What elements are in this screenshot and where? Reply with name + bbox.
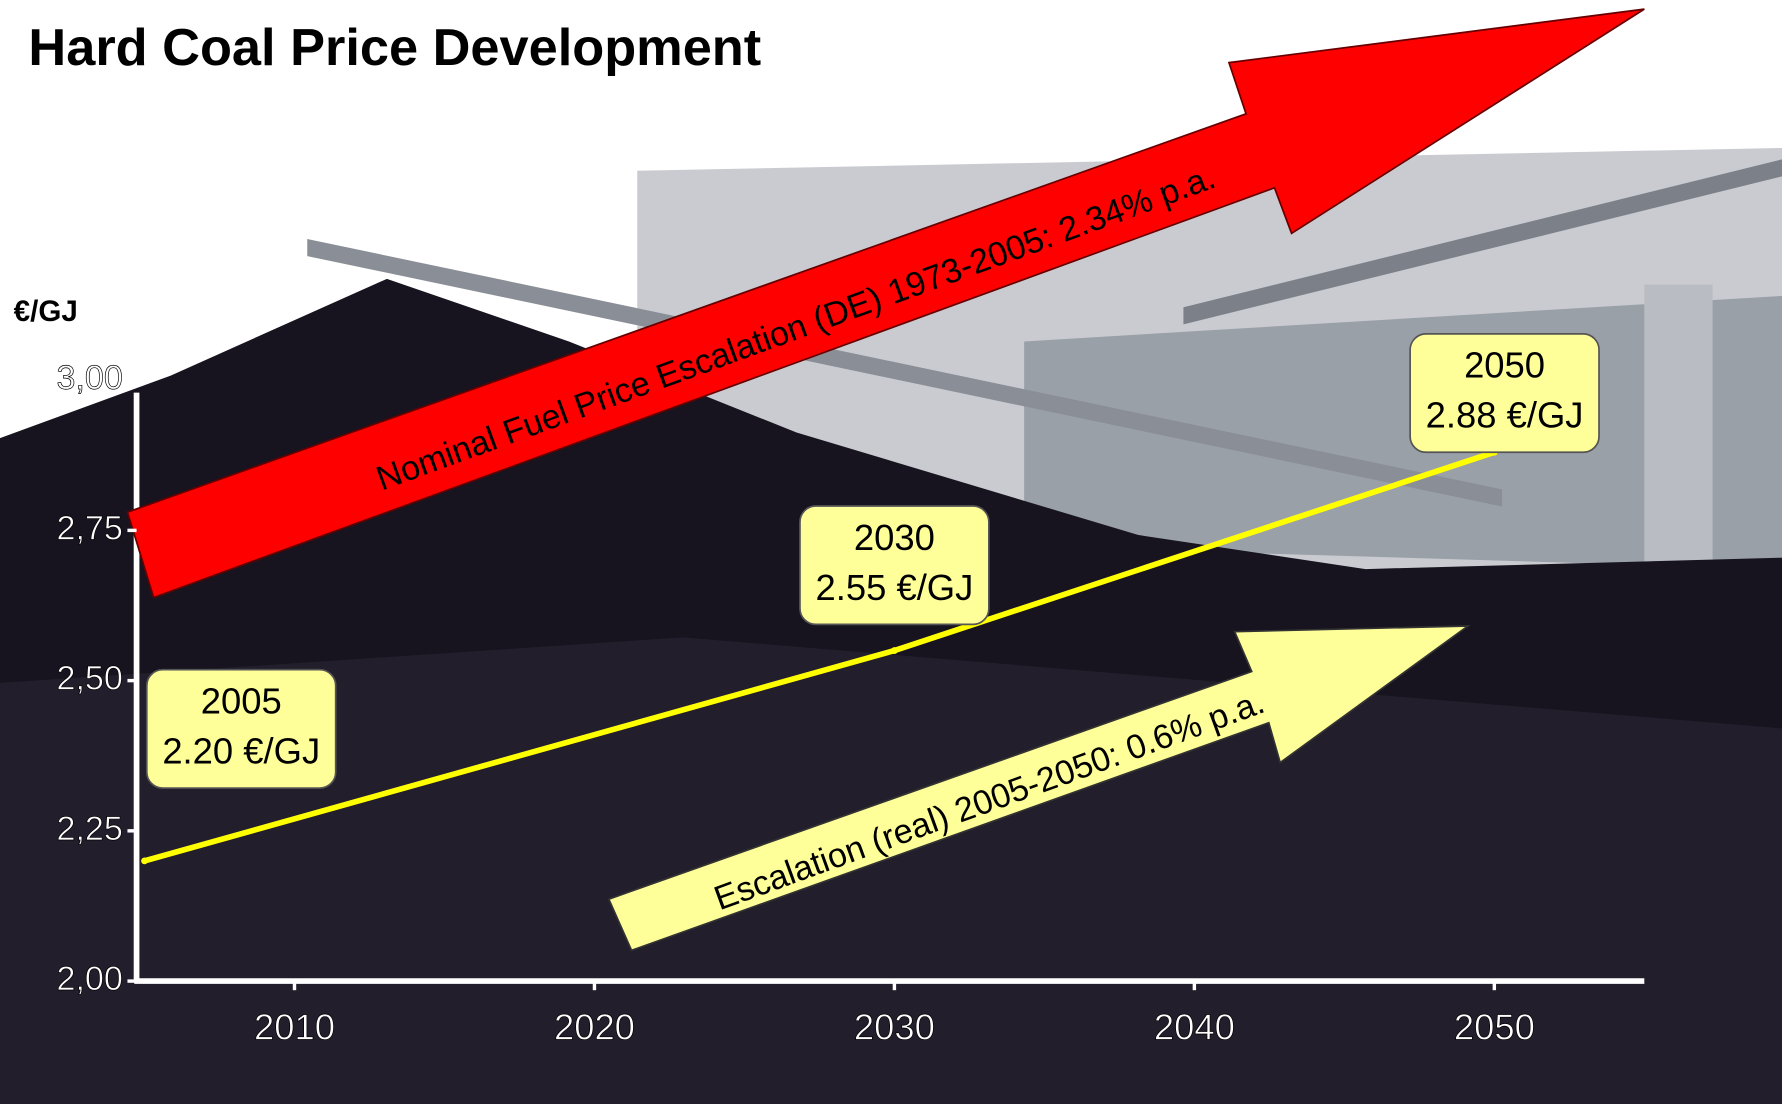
year-label: 2005 [201, 680, 282, 721]
x-tick-label: 2010 [254, 1007, 335, 1048]
value-label: 2.88 €/GJ [1426, 395, 1584, 436]
value-label: 2.20 €/GJ [162, 731, 320, 772]
year-label: 2030 [854, 517, 935, 558]
y-tick-label: 2,50 [56, 660, 122, 698]
y-tick-label: 2,00 [56, 960, 122, 998]
y-tick-label: 3,00 [56, 359, 122, 397]
x-tick-label: 2040 [1154, 1007, 1235, 1048]
y-tick-label: 2,75 [56, 509, 122, 547]
y-tick-label: 2,25 [56, 810, 122, 848]
year-label: 2050 [1464, 345, 1545, 386]
x-tick-label: 2020 [554, 1007, 635, 1048]
point [891, 647, 898, 654]
value-label: 2.55 €/GJ [815, 567, 973, 608]
value-box [799, 505, 990, 626]
x-tick-label: 2050 [1454, 1007, 1535, 1048]
value-box [1409, 333, 1600, 454]
value-box [145, 668, 337, 789]
y-axis-label: €/GJ [14, 295, 78, 328]
chart-title: Hard Coal Price Development [28, 19, 761, 77]
point [141, 857, 148, 865]
x-tick-label: 2030 [854, 1007, 935, 1048]
